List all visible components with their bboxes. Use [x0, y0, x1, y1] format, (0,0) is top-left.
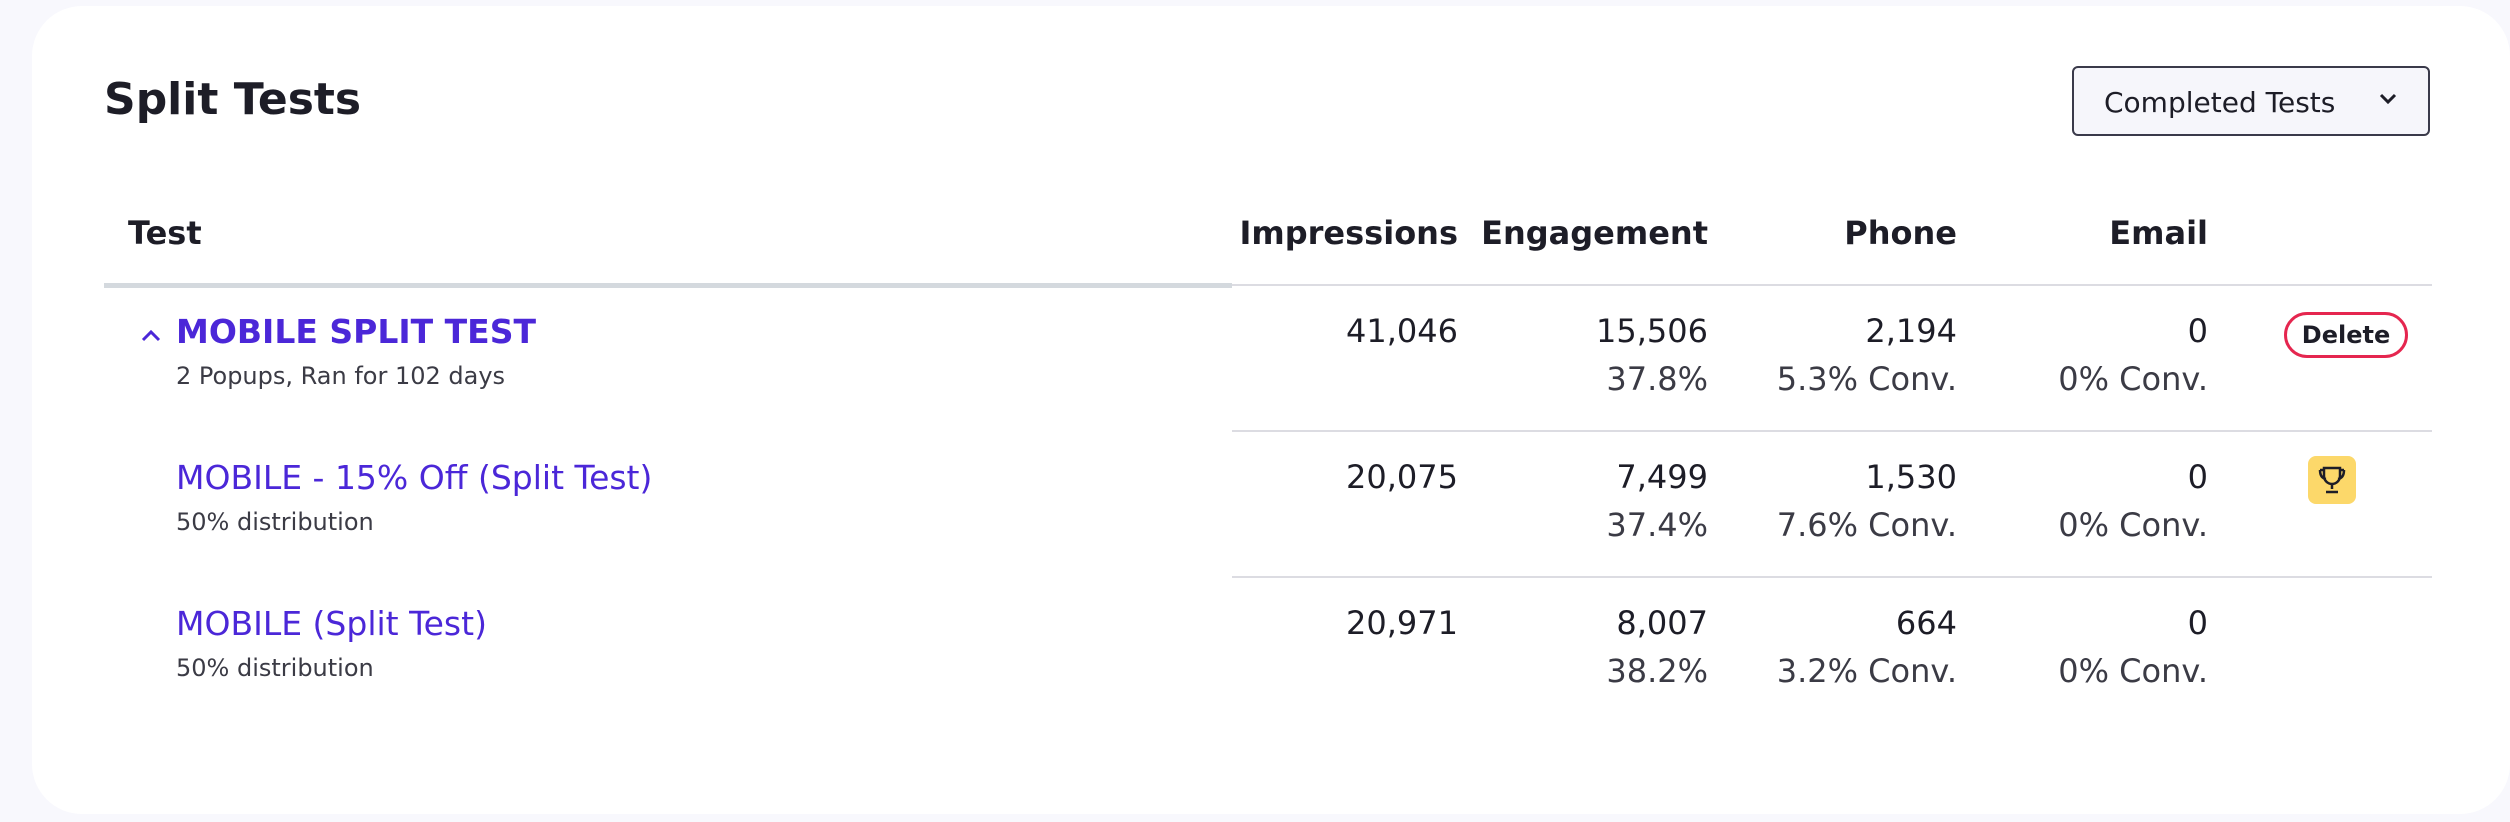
- phone-conv: 5.3% Conv.: [1776, 360, 1957, 398]
- test-name[interactable]: MOBILE SPLIT TEST: [176, 312, 536, 351]
- engagement-rate: 37.4%: [1606, 506, 1708, 544]
- phone-conv: 7.6% Conv.: [1776, 506, 1957, 544]
- collapse-chevron[interactable]: [140, 328, 162, 344]
- row-divider: [1232, 576, 2432, 578]
- engagement-value: 15,506: [1596, 312, 1708, 350]
- email-conv: 0% Conv.: [2058, 506, 2208, 544]
- chevron-down: [2379, 93, 2397, 105]
- column-header: Email: [2109, 214, 2208, 252]
- column-header: Phone: [1844, 214, 1957, 252]
- column-header: Engagement: [1481, 214, 1708, 252]
- trophy-icon: [2318, 466, 2346, 494]
- test-subtitle: 50% distribution: [176, 654, 374, 682]
- engagement-rate: 37.8%: [1606, 360, 1708, 398]
- email-conv: 0% Conv.: [2058, 652, 2208, 690]
- email-conv: 0% Conv.: [2058, 360, 2208, 398]
- phone-conv: 3.2% Conv.: [1776, 652, 1957, 690]
- column-header: Impressions: [1239, 214, 1458, 252]
- engagement-rate: 38.2%: [1606, 652, 1708, 690]
- header-border: [1232, 284, 2432, 286]
- phone-value: 2,194: [1865, 312, 1957, 350]
- winner-badge: [2308, 456, 2356, 504]
- engagement-value: 7,499: [1616, 458, 1708, 496]
- email-value: 0: [2187, 458, 2208, 496]
- page-title: Split Tests: [104, 74, 362, 125]
- test-name[interactable]: MOBILE (Split Test): [176, 604, 487, 643]
- column-header: Test: [128, 214, 202, 252]
- card: [32, 6, 2510, 814]
- row-divider: [1232, 430, 2432, 432]
- phone-value: 664: [1895, 604, 1957, 642]
- email-value: 0: [2187, 604, 2208, 642]
- engagement-value: 8,007: [1616, 604, 1708, 642]
- impressions-value: 20,075: [1346, 458, 1458, 496]
- impressions-value: 41,046: [1346, 312, 1458, 350]
- test-subtitle: 50% distribution: [176, 508, 374, 536]
- email-value: 0: [2187, 312, 2208, 350]
- filter-label: Completed Tests: [2104, 86, 2336, 119]
- phone-value: 1,530: [1865, 458, 1957, 496]
- filter-dropdown[interactable]: Completed Tests: [2072, 66, 2430, 136]
- header-border: [104, 283, 1232, 288]
- delete-button[interactable]: Delete: [2284, 312, 2408, 358]
- test-subtitle: 2 Popups, Ran for 102 days: [176, 362, 506, 390]
- impressions-value: 20,971: [1346, 604, 1458, 642]
- test-name[interactable]: MOBILE - 15% Off (Split Test): [176, 458, 653, 497]
